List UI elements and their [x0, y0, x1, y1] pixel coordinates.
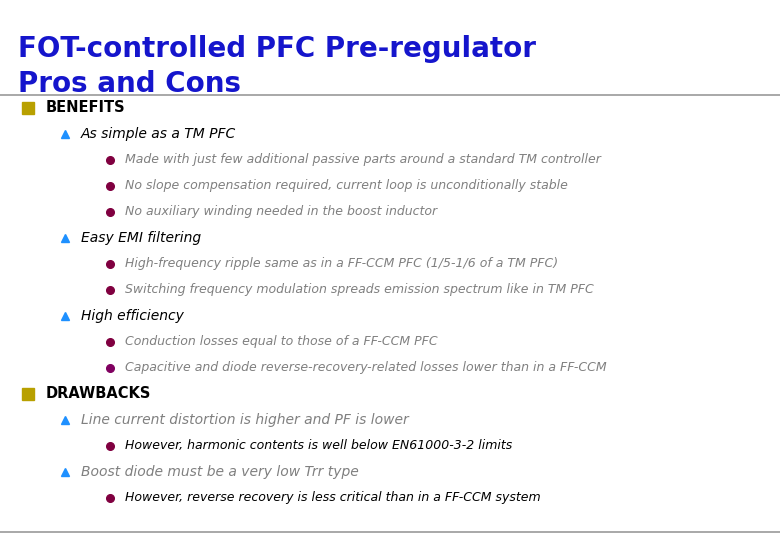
Text: DRAWBACKS: DRAWBACKS	[46, 387, 151, 402]
Text: Capacitive and diode reverse-recovery-related losses lower than in a FF-CCM: Capacitive and diode reverse-recovery-re…	[125, 361, 607, 375]
Text: Line current distortion is higher and PF is lower: Line current distortion is higher and PF…	[81, 413, 409, 427]
Text: No auxiliary winding needed in the boost inductor: No auxiliary winding needed in the boost…	[125, 206, 437, 219]
Text: Boost diode must be a very low Trr type: Boost diode must be a very low Trr type	[81, 465, 359, 479]
Text: FOT-controlled PFC Pre-regulator: FOT-controlled PFC Pre-regulator	[18, 35, 536, 63]
Text: High efficiency: High efficiency	[81, 309, 184, 323]
Text: Conduction losses equal to those of a FF-CCM PFC: Conduction losses equal to those of a FF…	[125, 335, 438, 348]
Text: High-frequency ripple same as in a FF-CCM PFC (1/5-1/6 of a TM PFC): High-frequency ripple same as in a FF-CC…	[125, 258, 558, 271]
Text: However, harmonic contents is well below EN61000-3-2 limits: However, harmonic contents is well below…	[125, 440, 512, 453]
Text: Easy EMI filtering: Easy EMI filtering	[81, 231, 201, 245]
Text: However, reverse recovery is less critical than in a FF-CCM system: However, reverse recovery is less critic…	[125, 491, 541, 504]
Text: No slope compensation required, current loop is unconditionally stable: No slope compensation required, current …	[125, 179, 568, 192]
Text: BENEFITS: BENEFITS	[46, 100, 126, 116]
Text: Pros and Cons: Pros and Cons	[18, 70, 241, 98]
Text: As simple as a TM PFC: As simple as a TM PFC	[81, 127, 236, 141]
Text: Made with just few additional passive parts around a standard TM controller: Made with just few additional passive pa…	[125, 153, 601, 166]
Text: Switching frequency modulation spreads emission spectrum like in TM PFC: Switching frequency modulation spreads e…	[125, 284, 594, 296]
